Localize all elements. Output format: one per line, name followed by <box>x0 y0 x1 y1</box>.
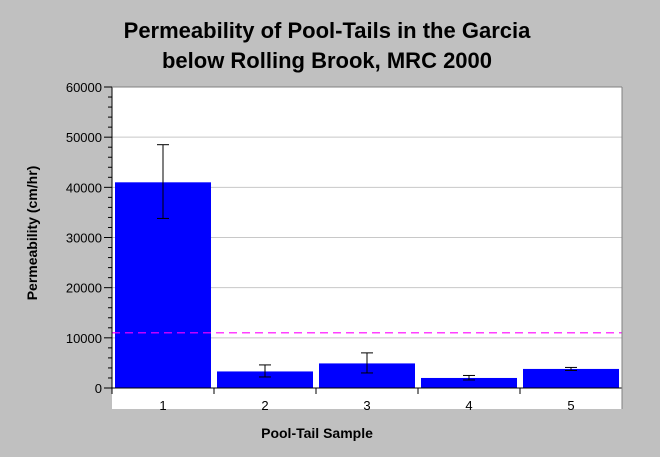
x-tick-labels: 1 2 3 4 5 <box>159 398 574 413</box>
x-tick-label: 3 <box>363 398 370 413</box>
x-tick-label: 4 <box>465 398 472 413</box>
axes <box>104 86 623 409</box>
x-tick-label: 5 <box>567 398 574 413</box>
y-tick-label: 10000 <box>66 331 102 346</box>
y-tick-label: 30000 <box>66 231 102 246</box>
bar-5 <box>523 368 619 388</box>
chart-title-line-2: below Rolling Brook, MRC 2000 <box>162 48 492 73</box>
y-tick-label: 60000 <box>66 80 102 95</box>
bar-2 <box>217 371 313 388</box>
y-tick-labels: 0 10000 20000 30000 40000 50000 60000 <box>66 80 102 396</box>
x-axis-label: Pool-Tail Sample <box>261 425 373 441</box>
y-tick-label: 0 <box>95 381 102 396</box>
x-tick-label: 2 <box>261 398 268 413</box>
y-tick-label: 20000 <box>66 281 102 296</box>
y-tick-label: 40000 <box>66 180 102 195</box>
chart-title-line-1: Permeability of Pool-Tails in the Garcia <box>124 18 531 43</box>
y-axis-label: Permeability (cm/hr) <box>24 166 40 301</box>
x-tick-label: 1 <box>159 398 166 413</box>
y-tick-label: 50000 <box>66 130 102 145</box>
bar-4 <box>421 377 517 388</box>
error-bars <box>157 144 577 381</box>
